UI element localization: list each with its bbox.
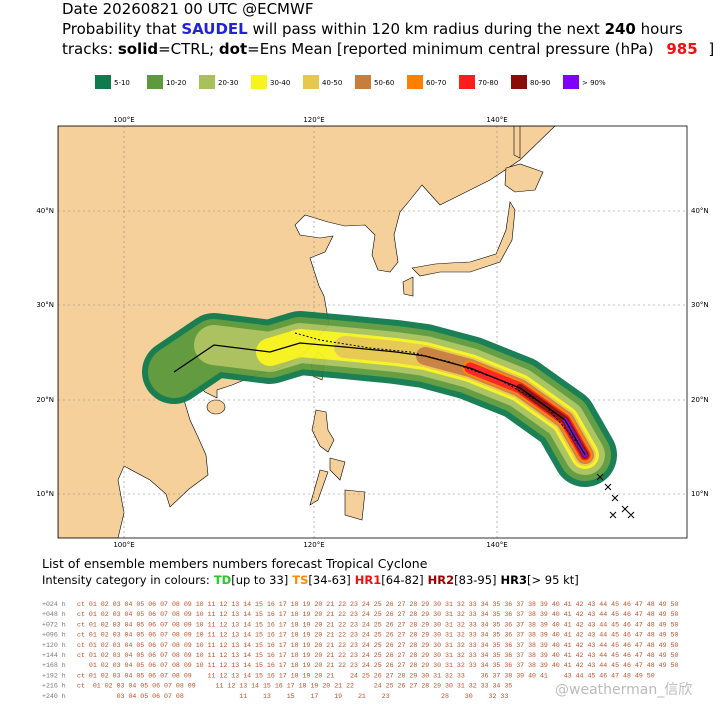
text: ]: [708, 40, 714, 58]
lat-label: 40°N: [36, 207, 54, 215]
text: dot: [219, 40, 247, 58]
japan: [402, 126, 544, 297]
legend-label: 40-50: [322, 79, 342, 87]
category-range: [83-95]: [454, 573, 496, 587]
legend-label: 20-30: [218, 79, 238, 87]
lat-label: 30°N: [36, 301, 54, 309]
category-range: [> 95 kt]: [527, 573, 579, 587]
hours: 240: [605, 20, 636, 38]
legend-label: 50-60: [374, 79, 394, 87]
row-members: 01 02 03 04 05 06 07 08 09 10 11 12 13 1…: [77, 662, 678, 669]
member-positions: [596, 473, 635, 519]
tracks-line: tracks: solid=CTRL; dot=Ens Mean [report…: [62, 40, 714, 58]
legend-swatch: [303, 75, 319, 89]
text: will pass within 120 km radius during th…: [252, 20, 599, 38]
lon-label: 140°E: [486, 116, 507, 124]
legend-label: 5-10: [114, 79, 130, 87]
row-members: ct 01 02 03 04 05 06 07 08 09 10 11 12 1…: [77, 601, 678, 608]
legend-swatch: [95, 75, 111, 89]
probability-line: Probability that SAUDEL will pass within…: [62, 20, 683, 38]
text: Intensity category in colours:: [42, 573, 210, 587]
category-range: [64-82]: [381, 573, 423, 587]
lon-label: 120°E: [303, 116, 324, 124]
category-range: [34-63]: [308, 573, 350, 587]
legend-swatch: [563, 75, 579, 89]
legend: 5-10 10-20 20-30 30-40 40-50 50-60 60-70 70-80 8…: [95, 75, 606, 89]
legend-swatch: [147, 75, 163, 89]
legend-swatch: [199, 75, 215, 89]
lat-label: 20°N: [36, 396, 54, 404]
row-label: +096 h: [42, 632, 66, 639]
row-label: +024 h: [42, 601, 66, 608]
legend-label: 80-90: [530, 79, 550, 87]
text: =CTRL;: [158, 40, 214, 58]
text: solid: [118, 40, 158, 58]
lon-label: 100°E: [113, 116, 134, 124]
member-table: +024 h ct 01 02 03 04 05 06 07 08 09 10 1…: [42, 601, 678, 700]
row-label: +048 h: [42, 611, 66, 618]
map: [58, 126, 687, 538]
row-members: ct 01 02 03 04 05 06 07 08 09 10 11 12 1…: [77, 621, 678, 628]
category-name: TD: [214, 573, 231, 587]
ens-mean-track: [294, 332, 587, 456]
category-range: [up to 33]: [231, 573, 288, 587]
lat-label: 30°N: [691, 301, 709, 309]
legend-swatch: [355, 75, 371, 89]
row-members: ct 01 02 03 04 05 06 07 08 09 10 11 12 1…: [77, 611, 678, 618]
row-label: +144 h: [42, 652, 66, 659]
row-label: +192 h: [42, 672, 66, 679]
lon-label: 100°E: [113, 541, 134, 549]
lat-label: 10°N: [691, 490, 709, 498]
row-members: ct 01 02 03 04 05 06 07 08 09 10 11 12 1…: [77, 642, 678, 649]
category-name: TS: [292, 573, 308, 587]
lon-label: 140°E: [486, 541, 507, 549]
legend-swatch: [511, 75, 527, 89]
row-members: ct 01 02 03 04 05 06 07 08 09 10 11 12 1…: [77, 652, 678, 659]
legend-label: 10-20: [166, 79, 186, 87]
legend-label: > 90%: [582, 79, 606, 87]
legend-label: 30-40: [270, 79, 290, 87]
members-title: List of ensemble members numbers forecas…: [42, 556, 428, 571]
row-label: +240 h: [42, 693, 66, 700]
lat-label: 10°N: [36, 490, 54, 498]
row-members: 03 04 05 06 07 08 11 13 15 17 19 21 23 2…: [77, 693, 508, 700]
category-name: HR1: [355, 573, 381, 587]
hainan: [206, 399, 226, 415]
row-members: ct 01 02 03 04 05 06 07 08 09 11 12 13 1…: [77, 672, 655, 679]
storm-name: SAUDEL: [181, 20, 248, 38]
watermark: @weatherman_信欣: [555, 682, 692, 698]
row-label: +120 h: [42, 642, 66, 649]
lat-label: 40°N: [691, 207, 709, 215]
pressure: 985: [666, 40, 697, 58]
date-line: Date 20260821 00 UTC @ECMWF: [62, 0, 313, 18]
legend-label: 70-80: [478, 79, 498, 87]
ctrl-track: [173, 342, 586, 456]
row-label: +216 h: [42, 683, 66, 690]
text: Probability that: [62, 20, 177, 38]
philippines: [309, 409, 366, 521]
text: tracks:: [62, 40, 113, 58]
category-name: HR3: [501, 573, 527, 587]
legend-swatch: [407, 75, 423, 89]
intensity-legend: Intensity category in colours: TD[up to 3…: [42, 573, 579, 587]
text: hours: [641, 20, 683, 38]
legend-label: 60-70: [426, 79, 446, 87]
lat-label: 20°N: [691, 396, 709, 404]
row-label: +168 h: [42, 662, 66, 669]
row-members: ct 01 02 03 04 05 06 07 08 09 11 12 13 1…: [77, 683, 512, 690]
text: =Ens Mean [reported minimum central pres…: [247, 40, 653, 58]
legend-swatch: [459, 75, 475, 89]
row-label: +072 h: [42, 621, 66, 628]
category-name: HR2: [428, 573, 454, 587]
lon-label: 120°E: [303, 541, 324, 549]
map-labels: 100°E 100°E 120°E 120°E 140°E 140°E 40°N 40°N 30…: [36, 116, 708, 549]
map-frame: [57, 125, 688, 539]
row-members: ct 01 02 03 04 05 06 07 08 09 10 11 12 1…: [77, 632, 678, 639]
legend-swatch: [251, 75, 267, 89]
